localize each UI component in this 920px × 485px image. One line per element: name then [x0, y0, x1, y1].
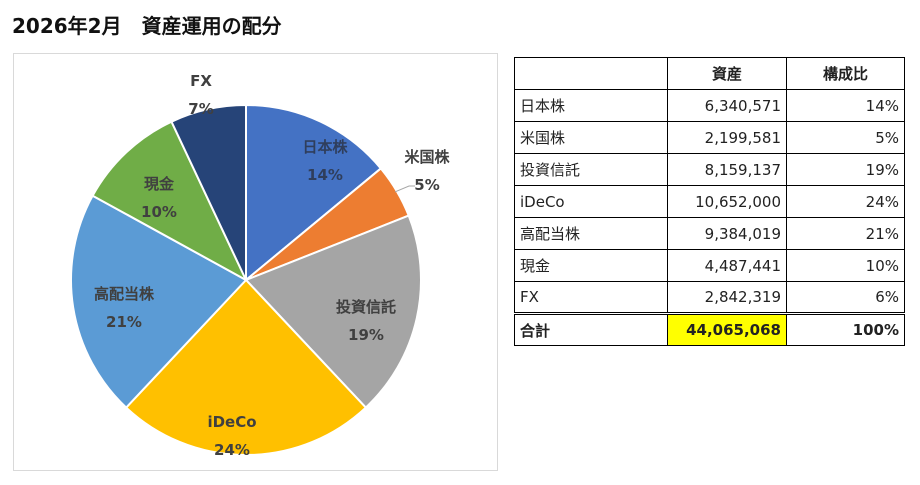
pie-slice — [245, 103, 383, 283]
row-name: 高配当株 — [514, 217, 668, 250]
row-name: 投資信託 — [514, 153, 668, 186]
row-value: 4,487,441 — [667, 249, 787, 282]
header-asset: 資産 — [667, 57, 787, 90]
row-pct: 14% — [786, 89, 905, 122]
row-value: 2,199,581 — [667, 121, 787, 154]
row-value: 2,842,319 — [667, 281, 787, 314]
pie-slice — [91, 120, 249, 283]
row-pct: 19% — [786, 153, 905, 186]
row-value: 10,652,000 — [667, 185, 787, 218]
pie-label-value: 19% — [348, 326, 384, 344]
pie-label-value: 24% — [214, 441, 250, 459]
total-value: 44,065,068 — [667, 312, 787, 346]
pie-label-category: 高配当株 — [94, 285, 155, 303]
table-row: 高配当株 9,384,019 21% — [514, 217, 905, 250]
table-header-row: 資産 構成比 — [514, 57, 905, 90]
pie-chart: 日本株 14% 米国株 5% 投資信託 19% iDeCo 24% 高配当株 21% 現金 10% FX… — [70, 72, 450, 459]
table-row: FX 2,842,319 6% — [514, 281, 905, 314]
header-name — [514, 57, 668, 90]
pie-label-value: 5% — [414, 176, 439, 194]
table-row: iDeCo 10,652,000 24% — [514, 185, 905, 218]
table-row: 日本株 6,340,571 14% — [514, 89, 905, 122]
row-value: 6,340,571 — [667, 89, 787, 122]
pie-label-category: FX — [190, 72, 212, 90]
row-name: 米国株 — [514, 121, 668, 154]
row-value: 8,159,137 — [667, 153, 787, 186]
row-name: 現金 — [514, 249, 668, 282]
row-name: 日本株 — [514, 89, 668, 122]
pie-slice — [170, 103, 247, 281]
pie-slice — [244, 214, 422, 409]
pie-slice — [124, 278, 368, 457]
row-pct: 24% — [786, 185, 905, 218]
asset-table: 資産 構成比 日本株 6,340,571 14% 米国株 2,199,581 5% 投資信託… — [514, 57, 905, 346]
pie-label-category: iDeCo — [207, 413, 256, 431]
table-row: 現金 4,487,441 10% — [514, 249, 905, 282]
pie-label-value: 7% — [188, 100, 213, 118]
pie-label-category: 米国株 — [404, 148, 450, 166]
pie-chart-panel: 日本株 14% 米国株 5% 投資信託 19% iDeCo 24% 高配当株 21% 現金 10% FX… — [13, 53, 498, 471]
header-ratio: 構成比 — [786, 57, 905, 90]
pie-label-category: 現金 — [144, 175, 175, 193]
pie-label-category: 日本株 — [302, 138, 348, 156]
row-value: 9,384,019 — [667, 217, 787, 250]
page-title: 2026年2月 資産運用の配分 — [12, 14, 282, 38]
row-pct: 6% — [786, 281, 905, 314]
row-pct: 5% — [786, 121, 905, 154]
row-pct: 10% — [786, 249, 905, 282]
row-name: iDeCo — [514, 185, 668, 218]
table-row: 米国株 2,199,581 5% — [514, 121, 905, 154]
pie-label-value: 10% — [141, 203, 177, 221]
pie-slice — [70, 194, 248, 409]
table-row: 投資信託 8,159,137 19% — [514, 153, 905, 186]
total-pct: 100% — [786, 312, 905, 346]
total-row: 合計 44,065,068 100% — [514, 312, 905, 346]
row-pct: 21% — [786, 217, 905, 250]
row-name: FX — [514, 281, 668, 314]
pie-label-value: 21% — [106, 313, 142, 331]
total-label: 合計 — [514, 312, 668, 346]
pie-label-category: 投資信託 — [336, 298, 396, 316]
leader-line — [394, 185, 415, 193]
pie-label-value: 14% — [307, 166, 343, 184]
